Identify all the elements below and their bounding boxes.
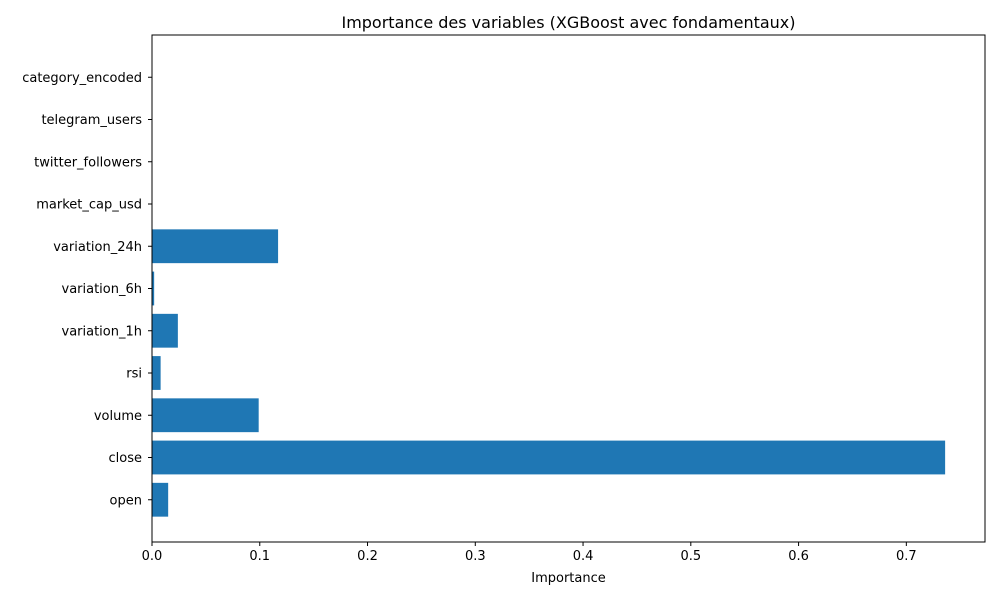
y-axis: open close volume rsi variation_1h variation_… <box>22 71 152 508</box>
bar-open <box>152 482 169 517</box>
y-tick-label: twitter_followers <box>34 155 142 170</box>
x-axis: 0.0 0.1 0.2 0.3 0.4 0.5 0.6 0.7 <box>142 542 917 564</box>
y-tick-label: close <box>109 451 142 466</box>
bars-group <box>152 229 946 517</box>
y-tick-label: category_encoded <box>22 71 142 86</box>
bar-rsi <box>152 356 161 390</box>
y-tick-label: open <box>110 493 142 508</box>
x-tick-label: 0.7 <box>896 549 917 564</box>
x-tick-label: 0.3 <box>465 549 486 564</box>
y-tick-label: variation_24h <box>53 240 142 255</box>
y-tick-label: rsi <box>126 367 142 382</box>
bar-close <box>152 440 946 475</box>
y-tick-label: volume <box>94 409 142 424</box>
x-tick-label: 0.0 <box>142 549 163 564</box>
x-tick-label: 0.5 <box>680 549 701 564</box>
bar-variation-1h <box>152 313 178 348</box>
bar-variation-24h <box>152 229 279 264</box>
x-tick-label: 0.1 <box>249 549 270 564</box>
y-tick-label: variation_6h <box>62 282 143 297</box>
chart-title: Importance des variables (XGBoost avec f… <box>341 13 795 32</box>
x-tick-label: 0.6 <box>788 549 809 564</box>
y-tick-label: telegram_users <box>41 113 142 128</box>
x-tick-label: 0.2 <box>357 549 378 564</box>
x-tick-label: 0.4 <box>573 549 594 564</box>
bar-variation-6h <box>152 271 155 306</box>
y-tick-label: market_cap_usd <box>36 198 142 213</box>
y-tick-label: variation_1h <box>62 324 143 339</box>
bar-volume <box>152 398 259 433</box>
x-axis-label: Importance <box>531 571 606 586</box>
